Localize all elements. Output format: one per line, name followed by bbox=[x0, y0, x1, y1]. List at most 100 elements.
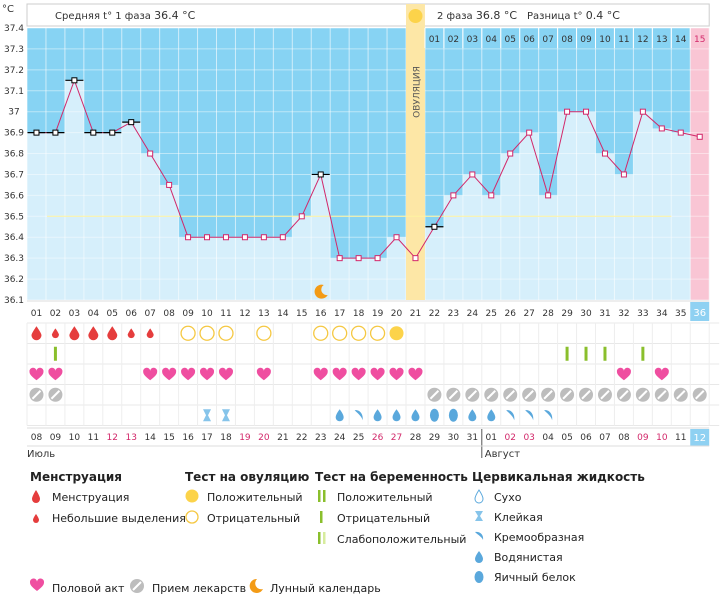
y-tick-label: 36.2 bbox=[4, 275, 24, 285]
sticky-icon bbox=[221, 409, 230, 422]
temperature-point bbox=[374, 255, 381, 262]
legend-item: Отрицательный bbox=[185, 509, 309, 530]
heart-icon bbox=[389, 367, 404, 381]
small-drop-icon bbox=[33, 514, 39, 523]
cycle-day-label: 33 bbox=[637, 309, 648, 319]
luteal-day-number: 11 bbox=[618, 35, 629, 45]
creamy-icon bbox=[354, 410, 363, 421]
heart-icon bbox=[199, 367, 215, 381]
date-label: 01 bbox=[486, 433, 497, 443]
moon-icon bbox=[249, 578, 263, 593]
cycle-day-label: 03 bbox=[69, 309, 80, 319]
pill-icon-stroke bbox=[505, 390, 515, 400]
watery-drop-icon bbox=[373, 409, 382, 422]
temperature-bar bbox=[614, 174, 634, 300]
date-label: 11 bbox=[88, 433, 99, 443]
heart-icon bbox=[654, 367, 669, 381]
temperature-point bbox=[241, 234, 248, 241]
legend-item: Небольшие выделения bbox=[30, 509, 186, 530]
temperature-bar bbox=[462, 174, 482, 300]
date-label: 12 bbox=[693, 433, 706, 444]
legend-label: Положительный bbox=[337, 491, 433, 504]
date-label: 17 bbox=[201, 433, 212, 443]
date-label: 08 bbox=[618, 433, 630, 443]
temperature-point bbox=[166, 181, 173, 188]
temperature-line bbox=[36, 78, 700, 259]
current-date-cell bbox=[690, 429, 710, 446]
one-line-icon bbox=[320, 511, 323, 523]
faint-line-icon bbox=[318, 532, 326, 544]
ovulation-test-negative-icon bbox=[180, 325, 196, 341]
temperature-bar bbox=[500, 153, 520, 300]
temperature-bar bbox=[595, 153, 615, 300]
date-label: 28 bbox=[410, 433, 422, 443]
date-label: 22 bbox=[296, 433, 307, 443]
legend-item: Яичный белок bbox=[472, 568, 645, 588]
temperature-bar bbox=[481, 195, 501, 300]
pill-icon-stroke bbox=[657, 390, 667, 400]
date-label: 14 bbox=[144, 433, 156, 443]
date-label: 15 bbox=[163, 433, 174, 443]
temperature-bar bbox=[121, 122, 141, 301]
pill-icon-stroke bbox=[676, 390, 686, 400]
temperature-bar bbox=[64, 80, 84, 300]
y-tick-label: 37.4 bbox=[4, 24, 24, 34]
egg-white-icon bbox=[429, 408, 439, 422]
month-label: Август bbox=[485, 449, 520, 460]
legend-item: Положительный bbox=[185, 488, 309, 509]
date-label: 11 bbox=[675, 433, 686, 443]
cycle-day-label: 06 bbox=[125, 309, 137, 319]
cycle-day-label: 11 bbox=[220, 309, 231, 319]
temperature-bar bbox=[216, 237, 236, 300]
heart-icon bbox=[143, 367, 158, 381]
creamy-icon bbox=[544, 410, 553, 421]
cycle-day-label: 16 bbox=[315, 309, 327, 319]
pill-icon-stroke bbox=[543, 390, 553, 400]
pregnancy-test-icon bbox=[584, 346, 588, 361]
blood-drop-icon bbox=[127, 328, 135, 339]
luteal-day-number: 14 bbox=[675, 35, 687, 45]
temperature-point bbox=[507, 150, 514, 157]
luteal-day-number: 08 bbox=[561, 35, 573, 45]
watery-drop-icon bbox=[392, 409, 401, 422]
heart-icon bbox=[162, 367, 177, 381]
cycle-day-label: 26 bbox=[504, 309, 516, 319]
pill-icon-stroke bbox=[695, 390, 705, 400]
cycle-day-label: 30 bbox=[580, 309, 592, 319]
date-label: 05 bbox=[561, 433, 572, 443]
cycle-day-label: 24 bbox=[467, 309, 479, 319]
temperature-bar bbox=[349, 258, 369, 300]
blood-drop-icon bbox=[107, 326, 118, 341]
empty-circle-icon bbox=[185, 510, 199, 524]
heart-icon bbox=[181, 367, 196, 381]
temperature-point bbox=[639, 108, 646, 115]
temperature-point bbox=[147, 150, 154, 157]
heart-icon bbox=[48, 367, 63, 381]
temperature-point bbox=[355, 255, 362, 262]
date-label: 23 bbox=[315, 433, 326, 443]
temperature-bar bbox=[633, 111, 653, 300]
legend-label: Положительный bbox=[207, 491, 303, 504]
header-box bbox=[26, 3, 710, 27]
legend-ovulation-test: Тест на овуляцию Положительный Отрицател… bbox=[185, 470, 309, 530]
temperature-bar bbox=[387, 237, 406, 300]
date-label: 26 bbox=[372, 433, 384, 443]
heart-icon bbox=[332, 367, 347, 381]
temperature-point bbox=[52, 129, 59, 136]
cycle-day-label: 22 bbox=[429, 309, 440, 319]
date-label: 04 bbox=[542, 433, 554, 443]
moon-icon bbox=[314, 284, 328, 299]
cycle-day-label: 15 bbox=[296, 309, 307, 319]
temperature-point bbox=[71, 77, 78, 84]
pill-icon-stroke bbox=[486, 390, 496, 400]
legend-label: Половой акт bbox=[52, 582, 125, 595]
y-tick-label: 36.3 bbox=[4, 254, 24, 264]
pill-icon-stroke bbox=[581, 390, 591, 400]
legend-label: Яичный белок bbox=[494, 571, 576, 584]
temperature-point bbox=[526, 129, 533, 136]
blood-drop-icon bbox=[32, 490, 40, 503]
date-label: 12 bbox=[107, 433, 118, 443]
y-tick-label: 36.5 bbox=[4, 212, 24, 222]
temperature-point bbox=[204, 234, 211, 241]
heart-icon bbox=[30, 578, 45, 591]
